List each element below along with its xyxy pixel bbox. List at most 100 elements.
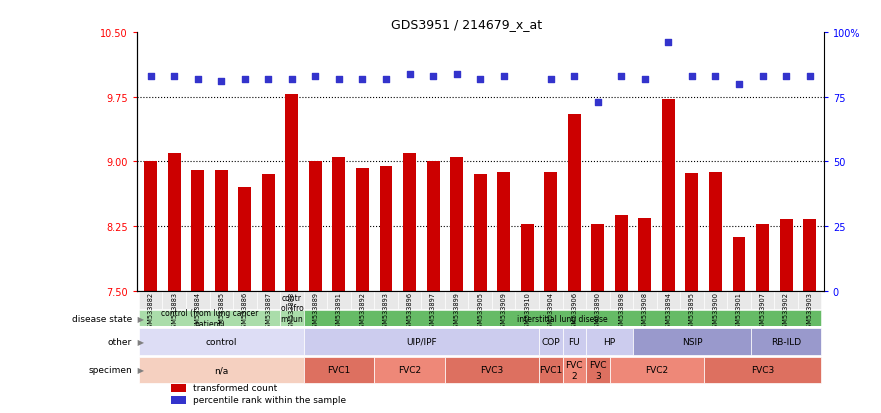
Bar [586, 357, 610, 383]
Bar [544, 172, 557, 291]
Bar [139, 357, 304, 383]
Bar [756, 224, 769, 291]
Bar [304, 310, 821, 327]
Bar [139, 328, 304, 355]
Text: GSM533882: GSM533882 [148, 292, 153, 332]
Bar [497, 172, 510, 291]
Text: GSM533889: GSM533889 [313, 292, 318, 331]
Bar [327, 291, 351, 310]
Text: interstitial lung disease: interstitial lung disease [517, 314, 608, 323]
Text: FU: FU [568, 337, 580, 346]
Point [685, 74, 699, 80]
Bar [474, 175, 486, 291]
Point [214, 79, 228, 85]
Bar [539, 357, 562, 383]
Text: RB-ILD: RB-ILD [771, 337, 801, 346]
Bar [280, 310, 304, 327]
Bar [586, 328, 633, 355]
Point [473, 76, 487, 83]
Bar [727, 291, 751, 310]
Bar [144, 162, 157, 291]
Bar [167, 154, 181, 291]
Text: GSM533895: GSM533895 [689, 292, 695, 331]
Text: GSM533901: GSM533901 [736, 292, 742, 331]
Text: control (from lung cancer
patient): control (from lung cancer patient) [161, 309, 258, 328]
Bar [356, 168, 369, 291]
Bar [239, 188, 251, 291]
Text: transformed count: transformed count [193, 383, 278, 392]
Bar [421, 291, 445, 310]
Text: GSM533899: GSM533899 [454, 292, 460, 331]
Bar [751, 291, 774, 310]
Point [591, 100, 605, 106]
Bar [521, 224, 534, 291]
Point [403, 71, 417, 78]
Point [544, 76, 558, 83]
Text: GSM533904: GSM533904 [548, 292, 554, 331]
Text: GSM533890: GSM533890 [595, 292, 601, 331]
Bar [539, 291, 562, 310]
Bar [709, 172, 722, 291]
Bar [210, 291, 233, 310]
Point [803, 74, 817, 80]
Text: GSM533885: GSM533885 [218, 292, 225, 332]
Text: GSM533883: GSM533883 [171, 292, 177, 331]
Point [567, 74, 581, 80]
Text: FVC2: FVC2 [645, 366, 668, 375]
Text: GSM533892: GSM533892 [359, 292, 366, 331]
Bar [398, 291, 421, 310]
Text: GSM533896: GSM533896 [406, 292, 412, 331]
Bar [304, 328, 539, 355]
Point [262, 76, 276, 83]
Text: GSM533902: GSM533902 [783, 292, 789, 331]
Text: control: control [205, 337, 237, 346]
Text: UIP/IPF: UIP/IPF [406, 337, 437, 346]
Bar [704, 291, 727, 310]
Text: GSM533910: GSM533910 [524, 292, 530, 331]
Bar [586, 291, 610, 310]
Text: GSM533893: GSM533893 [383, 292, 389, 331]
Title: GDS3951 / 214679_x_at: GDS3951 / 214679_x_at [391, 17, 542, 31]
Bar [445, 357, 539, 383]
Point [308, 74, 322, 80]
Bar [171, 385, 186, 392]
Text: FVC3: FVC3 [751, 366, 774, 375]
Point [708, 74, 722, 80]
Bar [450, 158, 463, 291]
Text: ▶: ▶ [135, 314, 144, 323]
Bar [704, 357, 821, 383]
Bar [332, 158, 345, 291]
Text: GSM533897: GSM533897 [430, 292, 436, 331]
Bar [191, 171, 204, 291]
Text: ▶: ▶ [135, 337, 144, 346]
Text: GSM533903: GSM533903 [807, 292, 812, 331]
Point [332, 76, 346, 83]
Bar [610, 291, 633, 310]
Bar [280, 291, 304, 310]
Bar [615, 216, 628, 291]
Point [190, 76, 204, 83]
Bar [233, 291, 256, 310]
Point [662, 40, 676, 47]
Text: GSM533906: GSM533906 [571, 292, 577, 331]
Bar [562, 291, 586, 310]
Bar [469, 291, 492, 310]
Bar [568, 115, 581, 291]
Bar [798, 291, 821, 310]
Bar [256, 291, 280, 310]
Bar [186, 291, 210, 310]
Bar [374, 291, 398, 310]
Bar [403, 154, 416, 291]
Text: GSM533907: GSM533907 [759, 292, 766, 331]
Bar [139, 291, 162, 310]
Bar [139, 310, 280, 327]
Bar [171, 396, 186, 404]
Point [285, 76, 299, 83]
Bar [780, 220, 793, 291]
Bar [215, 171, 228, 291]
Bar [445, 291, 469, 310]
Bar [680, 291, 704, 310]
Bar [309, 162, 322, 291]
Point [167, 74, 181, 80]
Point [355, 76, 369, 83]
